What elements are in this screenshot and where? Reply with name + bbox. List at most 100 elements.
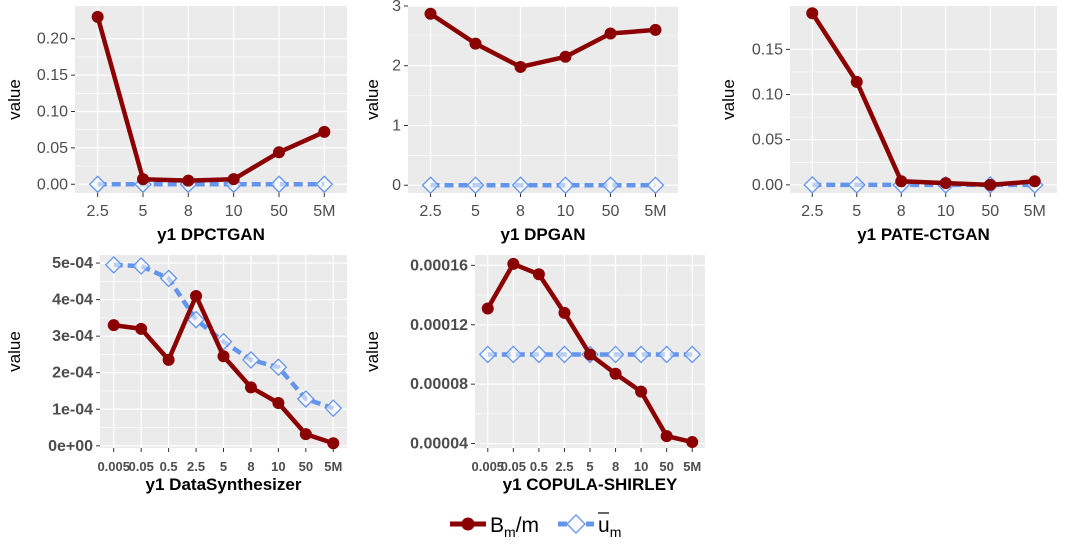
x-tick-label: 8 (184, 203, 193, 220)
series-bm-point (604, 27, 617, 40)
x-tick-label: 8 (612, 459, 619, 474)
series-bm-point (559, 50, 572, 63)
x-tick-label: 5M (683, 459, 701, 474)
series-um-point (529, 345, 548, 364)
series-bm-point (244, 381, 257, 394)
series-bm-line (95, 16, 326, 183)
series-bm-point (227, 173, 240, 186)
series-um-point (606, 345, 625, 364)
series-bm-point (609, 367, 622, 380)
x-tick-label: 50 (299, 459, 313, 474)
x-tick-label: 0.5 (530, 459, 548, 474)
series-um-point (803, 175, 822, 194)
y-axis-title: value (363, 331, 382, 372)
series-bm-point (190, 289, 203, 302)
series-bm-point (137, 173, 149, 186)
y-tick-label: 0 (392, 177, 401, 194)
series-um-point (421, 176, 440, 195)
panel-1: 0.00 0.05 0.10 0.15 0.20 2.5 5 8 10 50 5M y1 DPCTGA… (5, 6, 347, 244)
series-um-point (315, 175, 334, 194)
legend-um-marker (566, 514, 586, 534)
y-tick-label: 0.05 (752, 132, 783, 149)
series-um-point (478, 345, 497, 364)
x-tick-label: 5M (324, 459, 342, 474)
series-um-point (269, 358, 288, 377)
y-tick-label: 0.00008 (410, 376, 468, 393)
series-bm-point (806, 7, 819, 20)
y-tick-label: 0.05 (37, 140, 68, 157)
x-tick-label: 5 (471, 203, 480, 220)
series-um-point (88, 175, 107, 194)
x-tick-label: 5M (313, 203, 335, 220)
series-bm-point (514, 60, 527, 73)
x-tick-label: 8 (516, 203, 525, 220)
x-axis-title: y1 DPGAN (500, 225, 585, 244)
y-tick-label: 2e-04 (52, 365, 93, 382)
series-bm-point (686, 436, 699, 449)
series-um-point (657, 345, 676, 364)
series-bm-point (660, 430, 673, 443)
x-tick-label: 0.05 (129, 459, 154, 474)
series-bm-point (984, 178, 997, 191)
series-bm-point (649, 23, 662, 36)
x-tick-label: 50 (981, 203, 999, 220)
x-tick-label: 10 (271, 459, 285, 474)
y-axis-title: value (5, 331, 24, 372)
series-bm-point (558, 306, 571, 319)
series-bm-point (91, 10, 104, 23)
series-bm-point (182, 174, 195, 187)
series-bm-point (635, 385, 648, 398)
x-tick-label: 0.05 (501, 459, 526, 474)
legend-bm-label: Bm/m (490, 514, 539, 540)
series-um-point (555, 345, 574, 364)
x-tick-label: 10 (937, 203, 955, 220)
y-tick-label: 0.10 (37, 104, 68, 121)
series-bm-point (217, 350, 230, 363)
series-bm-point (507, 257, 520, 270)
x-tick-label: 5 (586, 459, 593, 474)
series-bm-point (327, 437, 340, 450)
y-tick-label: 0.00 (752, 177, 783, 194)
y-tick-label: 4e-04 (52, 292, 93, 309)
series-um-point (104, 255, 123, 274)
y-tick-label: 3 (392, 0, 401, 15)
series-bm-point (318, 125, 331, 138)
series-um-point (601, 176, 620, 195)
series-um-point (646, 176, 665, 195)
y-tick-label: 3e-04 (52, 328, 93, 345)
series-bm-point (1028, 175, 1041, 188)
series-bm-point (481, 302, 494, 315)
series-um-point (466, 176, 485, 195)
series-bm-point (532, 268, 545, 281)
x-tick-label: 0.005 (97, 459, 130, 474)
x-tick-label: 10 (634, 459, 648, 474)
y-axis-title: value (363, 79, 382, 120)
y-tick-label: 1 (392, 117, 401, 134)
y-tick-label: 0.15 (37, 67, 68, 84)
x-axis-title: y1 DPCTGAN (157, 225, 265, 244)
y-tick-label: 0.00 (37, 176, 68, 193)
series-um-point (324, 399, 343, 418)
x-tick-label: 50 (602, 203, 620, 220)
x-tick-label: 50 (659, 459, 673, 474)
series-um-point (504, 345, 523, 364)
y-tick-label: 0.00012 (410, 317, 468, 334)
series-bm-point (939, 177, 952, 190)
x-tick-label: 2.5 (419, 203, 441, 220)
x-tick-label: 10 (557, 203, 575, 220)
series-um-point (556, 176, 575, 195)
panel-2: 0 1 2 3 2.5 5 8 10 50 5M y1 DPGAN value (363, 0, 678, 244)
legend-um-label: um (598, 514, 621, 540)
series-um-point (187, 310, 205, 329)
y-tick-label: 5e-04 (52, 255, 93, 272)
legend-bm-marker (461, 517, 475, 531)
series-bm-point (107, 319, 120, 332)
panel-background (408, 6, 678, 193)
series-um-point (683, 345, 702, 364)
series-um-point (511, 176, 530, 195)
series-bm-point (584, 348, 596, 361)
